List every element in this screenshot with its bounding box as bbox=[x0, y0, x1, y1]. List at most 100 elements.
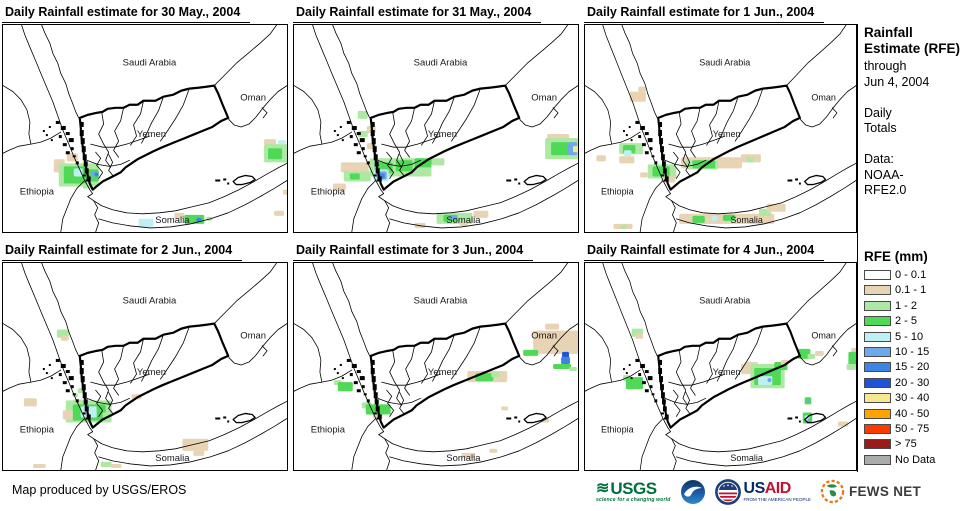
rain-patch bbox=[340, 162, 369, 173]
legend-swatch bbox=[864, 377, 891, 388]
country-label-yemen: Yemen bbox=[713, 367, 741, 377]
legend-label: 0.1 - 1 bbox=[895, 284, 927, 297]
rain-patch bbox=[60, 335, 69, 341]
sidebar-period-2: Totals bbox=[864, 121, 897, 136]
country-label-oman: Oman bbox=[240, 93, 266, 104]
rain-patch bbox=[449, 214, 458, 220]
map-panel-4: Daily Rainfall estimate for 2 Jun., 2004… bbox=[2, 241, 288, 471]
legend-swatch bbox=[864, 270, 891, 280]
panel-title: Daily Rainfall estimate for 31 May., 200… bbox=[293, 4, 542, 23]
map-panel-3: Daily Rainfall estimate for 1 Jun., 2004… bbox=[584, 3, 857, 233]
rain-patch bbox=[332, 183, 346, 191]
legend-label: 10 - 15 bbox=[895, 345, 930, 358]
rain-patches bbox=[333, 323, 578, 458]
country-label-oman: Oman bbox=[811, 92, 836, 102]
legend-label: 40 - 50 bbox=[895, 407, 930, 420]
usgs-tagline: science for a changing world bbox=[596, 497, 671, 503]
usgs-logo-text: USGS bbox=[610, 479, 657, 498]
map: Saudi Arabia Oman Yemen Ethiopia Somalia bbox=[293, 262, 579, 471]
country-label-saudi-arabia: Saudi Arabia bbox=[699, 295, 751, 305]
map-canvas: Saudi Arabia Oman Yemen Ethiopia Somalia bbox=[585, 25, 856, 232]
rain-patch bbox=[32, 463, 46, 468]
rain-patch bbox=[553, 363, 572, 370]
rain-patches bbox=[596, 86, 786, 229]
panel-title: Daily Rainfall estimate for 30 May., 200… bbox=[2, 4, 251, 23]
rain-patch bbox=[174, 212, 185, 219]
sidebar: Rainfall Estimate (RFE) through Jun 4, 2… bbox=[864, 25, 964, 199]
country-label-oman: Oman bbox=[531, 93, 557, 104]
rain-patch bbox=[349, 173, 360, 180]
rain-patch bbox=[94, 172, 99, 177]
legend-item: 5 - 10 bbox=[864, 331, 966, 343]
map: Saudi Arabia Oman Yemen Ethiopia Somalia bbox=[293, 24, 579, 233]
legend-label: 0 - 0.1 bbox=[895, 269, 927, 281]
rain-patches bbox=[53, 139, 287, 227]
rain-patch bbox=[545, 323, 560, 330]
rain-patch bbox=[619, 156, 635, 164]
rain-patch bbox=[431, 158, 445, 166]
legend-swatch bbox=[864, 423, 891, 434]
country-label-saudi-arabia: Saudi Arabia bbox=[123, 57, 177, 68]
rain-patch bbox=[182, 438, 209, 451]
sidebar-data-label: Data: bbox=[864, 151, 894, 166]
legend-swatch bbox=[864, 285, 891, 296]
rain-patch bbox=[283, 189, 287, 195]
rain-patch bbox=[623, 150, 632, 157]
legend-swatch bbox=[864, 393, 891, 404]
rain-patch bbox=[62, 410, 73, 420]
rain-patch bbox=[473, 210, 489, 218]
rain-patch bbox=[851, 347, 856, 353]
rain-patch bbox=[767, 378, 772, 383]
rain-patches bbox=[332, 110, 578, 228]
sidebar-data-source-2: RFE2.0 bbox=[864, 183, 907, 198]
panel-title: Daily Rainfall estimate for 4 Jun., 2004 bbox=[584, 242, 825, 261]
rain-patch bbox=[274, 210, 285, 216]
map-canvas: Saudi Arabia Oman Yemen Ethiopia Somalia bbox=[294, 25, 578, 232]
country-label-yemen: Yemen bbox=[428, 367, 457, 378]
rain-patch bbox=[196, 217, 202, 222]
legend-label: > 75 bbox=[895, 438, 917, 451]
country-label-saudi-arabia: Saudi Arabia bbox=[414, 295, 468, 306]
legend-item: 0 - 0.1 bbox=[864, 269, 966, 281]
rain-patch bbox=[596, 155, 606, 162]
rain-patch bbox=[807, 418, 811, 422]
rain-patch bbox=[23, 398, 37, 407]
map-canvas: Saudi Arabia Oman Yemen Ethiopia Somalia bbox=[3, 263, 287, 470]
legend-item: 10 - 15 bbox=[864, 346, 966, 358]
rain-patch bbox=[625, 377, 644, 390]
map: Saudi Arabia Oman Yemen Ethiopia Somalia bbox=[584, 24, 857, 233]
noaa-logo-icon bbox=[680, 479, 705, 504]
map: Saudi Arabia Oman Yemen Ethiopia Somalia bbox=[584, 262, 857, 471]
usaid-tagline: FROM THE AMERICAN PEOPLE bbox=[743, 496, 811, 502]
usaid-logo-text: USAID bbox=[743, 479, 792, 497]
rain-patch bbox=[501, 406, 509, 411]
legend-item: > 75 bbox=[864, 438, 966, 450]
sidebar-through: through bbox=[864, 59, 907, 74]
usgs-wave-icon: ≋ bbox=[596, 479, 610, 497]
rain-patch bbox=[551, 142, 570, 156]
country-label-oman: Oman bbox=[531, 331, 557, 342]
legend-label: 50 - 75 bbox=[895, 422, 930, 435]
map-canvas: Saudi Arabia Oman Yemen Ethiopia Somalia bbox=[3, 25, 287, 232]
legend-swatch bbox=[864, 331, 891, 342]
rain-patch bbox=[846, 363, 856, 371]
legend-label: No Data bbox=[895, 453, 936, 466]
legend-item: 50 - 75 bbox=[864, 423, 966, 435]
map-panel-6: Daily Rainfall estimate for 4 Jun., 2004… bbox=[584, 241, 857, 471]
sidebar-heading: Rainfall Estimate (RFE) bbox=[864, 25, 961, 57]
rain-patch bbox=[797, 348, 811, 359]
map-canvas: Saudi Arabia Oman Yemen Ethiopia Somalia bbox=[585, 263, 856, 470]
map-panel-1: Daily Rainfall estimate for 30 May., 200… bbox=[2, 3, 288, 233]
rain-patch bbox=[815, 350, 824, 356]
map: Saudi Arabia Oman Yemen Ethiopia Somalia bbox=[2, 262, 288, 471]
rain-patch bbox=[746, 157, 755, 163]
rain-patch bbox=[640, 172, 648, 178]
fewsnet-logo-text: FEWS NET bbox=[848, 484, 922, 499]
sidebar-divider bbox=[857, 24, 858, 472]
legend-swatch bbox=[864, 316, 891, 327]
legend-swatch bbox=[864, 300, 891, 311]
country-label-oman: Oman bbox=[811, 330, 836, 340]
rain-patch bbox=[193, 450, 205, 456]
legend-label: 5 - 10 bbox=[895, 330, 924, 343]
rain-patch bbox=[110, 463, 122, 468]
